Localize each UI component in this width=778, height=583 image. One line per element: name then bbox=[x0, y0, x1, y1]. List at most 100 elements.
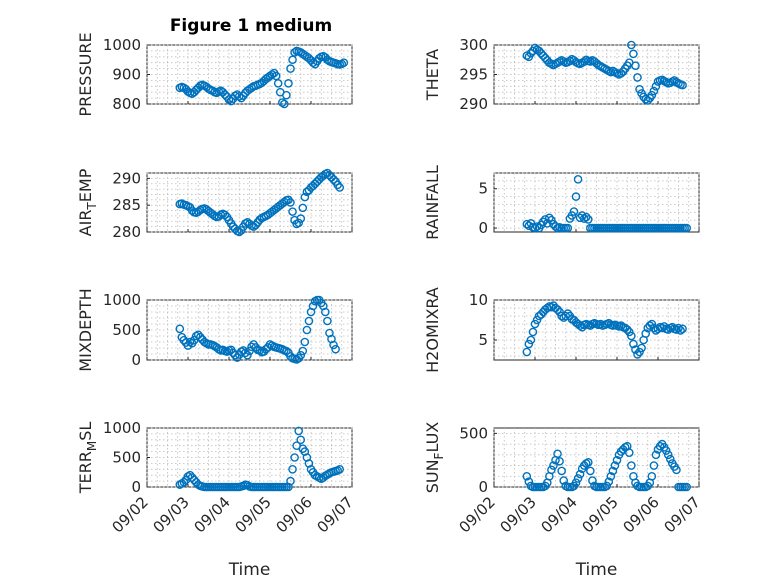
data-point bbox=[241, 348, 250, 358]
data-point bbox=[522, 471, 532, 481]
data-point bbox=[298, 346, 308, 356]
data-point bbox=[573, 474, 583, 483]
x-tick-label: 09/06 bbox=[273, 493, 316, 536]
data-point bbox=[563, 309, 573, 318]
data-point bbox=[579, 214, 589, 223]
data-point bbox=[304, 316, 314, 326]
data-point bbox=[676, 326, 685, 335]
data-point bbox=[573, 174, 583, 184]
data-point bbox=[298, 203, 308, 213]
data-point bbox=[672, 465, 681, 475]
data-point bbox=[280, 197, 289, 207]
data-point bbox=[245, 346, 254, 356]
data-point bbox=[581, 212, 591, 222]
y-axis-label: RAINFALL bbox=[423, 165, 442, 240]
data-point bbox=[575, 469, 585, 479]
data-point bbox=[608, 466, 618, 476]
subplot-theta: 290 295 300 THETA bbox=[423, 36, 700, 113]
data-point bbox=[277, 98, 287, 107]
x-tick-label: 09/05 bbox=[579, 493, 622, 536]
data-point bbox=[243, 350, 252, 360]
data-point bbox=[524, 477, 534, 486]
data-point bbox=[290, 453, 299, 462]
y-tick-label: 500 bbox=[112, 449, 141, 467]
y-tick-label: 300 bbox=[459, 36, 488, 54]
data-point bbox=[284, 79, 293, 88]
subplot-air-temp: 280 285 290 AIRTEMP bbox=[76, 168, 353, 241]
y-axis-label: MIXDEPTH bbox=[76, 288, 95, 371]
subplot-mixdepth: 0 500 1000 MIXDEPTH bbox=[76, 288, 353, 372]
data-point bbox=[575, 213, 585, 223]
y-tick-label: 285 bbox=[112, 196, 141, 214]
data-point bbox=[296, 214, 306, 223]
data-point bbox=[288, 464, 297, 474]
data-point bbox=[230, 350, 240, 360]
data-point bbox=[666, 454, 675, 464]
data-point bbox=[627, 331, 636, 341]
data-point bbox=[551, 222, 560, 231]
x-tick-label: 09/05 bbox=[232, 493, 275, 536]
x-axis-label: Time bbox=[228, 560, 271, 580]
data-point bbox=[575, 321, 585, 330]
data-point bbox=[255, 346, 265, 355]
data-point bbox=[321, 307, 330, 317]
data-point bbox=[610, 461, 620, 470]
data-point bbox=[682, 482, 692, 492]
data-point bbox=[553, 449, 562, 459]
y-tick-label: 5 bbox=[478, 180, 488, 198]
data-point bbox=[629, 339, 638, 349]
y-tick-label: 1000 bbox=[103, 36, 141, 54]
data-point bbox=[649, 323, 659, 333]
y-tick-label: 290 bbox=[112, 169, 141, 187]
data-point bbox=[329, 340, 338, 350]
data-point bbox=[631, 61, 640, 70]
data-point bbox=[294, 426, 304, 436]
data-point bbox=[571, 192, 581, 201]
x-tick-label: 09/07 bbox=[661, 493, 704, 536]
data-point bbox=[308, 58, 318, 68]
data-point bbox=[579, 57, 589, 66]
data-point bbox=[625, 448, 634, 457]
data-point bbox=[179, 477, 189, 487]
data-point bbox=[565, 56, 575, 66]
figure-title: Figure 1 medium bbox=[170, 16, 332, 36]
y-tick-label: 0 bbox=[478, 219, 488, 237]
y-tick-label: 5 bbox=[478, 331, 488, 349]
y-tick-label: 0 bbox=[131, 351, 141, 369]
data-point bbox=[627, 461, 636, 470]
data-point bbox=[236, 93, 246, 103]
data-point bbox=[633, 73, 642, 82]
data-point bbox=[526, 335, 536, 345]
y-tick-label: 0 bbox=[131, 478, 141, 496]
data-point bbox=[604, 477, 614, 486]
data-point bbox=[553, 305, 562, 314]
data-point bbox=[559, 476, 569, 485]
data-point bbox=[522, 347, 532, 357]
data-point bbox=[296, 435, 306, 445]
data-point bbox=[649, 86, 659, 96]
data-point bbox=[208, 86, 217, 96]
data-point bbox=[187, 206, 197, 215]
data-point bbox=[314, 53, 324, 63]
data-point bbox=[308, 301, 318, 311]
y-axis-label: PRESSURE bbox=[76, 32, 95, 116]
y-tick-label: 280 bbox=[112, 223, 141, 241]
data-point bbox=[672, 325, 681, 334]
data-point bbox=[220, 210, 230, 220]
data-point bbox=[300, 337, 310, 347]
y-tick-label: 0 bbox=[478, 478, 488, 496]
data-point bbox=[286, 198, 295, 207]
data-point bbox=[602, 481, 612, 491]
data-point bbox=[545, 213, 554, 223]
data-point bbox=[280, 99, 289, 109]
data-point bbox=[586, 466, 595, 476]
data-point bbox=[331, 344, 340, 354]
y-tick-label: 295 bbox=[459, 66, 488, 84]
data-point bbox=[588, 476, 597, 485]
x-tick-label: 09/04 bbox=[538, 493, 581, 536]
data-point bbox=[290, 48, 299, 57]
data-point bbox=[637, 343, 646, 353]
data-point bbox=[267, 70, 277, 79]
